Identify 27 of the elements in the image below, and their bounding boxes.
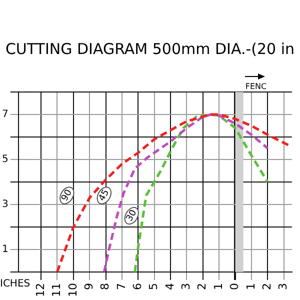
y-tick-label: 5: [2, 154, 8, 166]
x-tick-label: 8: [98, 283, 112, 290]
band-label: FENC: [245, 82, 267, 92]
chart-title: CUTTING DIAGRAM 500mm DIA.-(20 in: [4, 40, 296, 58]
x-tick-label: 10: [66, 283, 80, 298]
x-tick-label: 4: [163, 283, 176, 290]
x-tick-label: 2: [196, 283, 209, 290]
x-tick-label: 7: [114, 283, 128, 290]
x-tick-label: 3: [180, 283, 193, 290]
annotation: 30: [124, 208, 140, 224]
x-tick-label: 11: [50, 283, 64, 298]
x-tick-label: 0: [228, 283, 242, 290]
x-axis-title: ICHES: [0, 278, 30, 290]
x-tick-label: 1: [212, 283, 225, 290]
annotation: 90: [60, 188, 75, 204]
x-tick-label: 3: [276, 283, 290, 290]
y-tick-label: 1: [2, 244, 8, 256]
x-tick-label: 1: [244, 283, 258, 290]
x-tick-label: 2: [260, 283, 274, 290]
x-tick-label: 12: [34, 283, 47, 298]
x-tick-label: 6: [130, 283, 144, 290]
x-tick-label: 5: [147, 283, 160, 290]
annotation: 45: [97, 188, 112, 204]
line-series: [134, 113, 269, 272]
x-tick-label: 9: [82, 283, 96, 290]
y-tick-label: 7: [2, 109, 8, 120]
y-tick-label: 3: [2, 199, 8, 210]
